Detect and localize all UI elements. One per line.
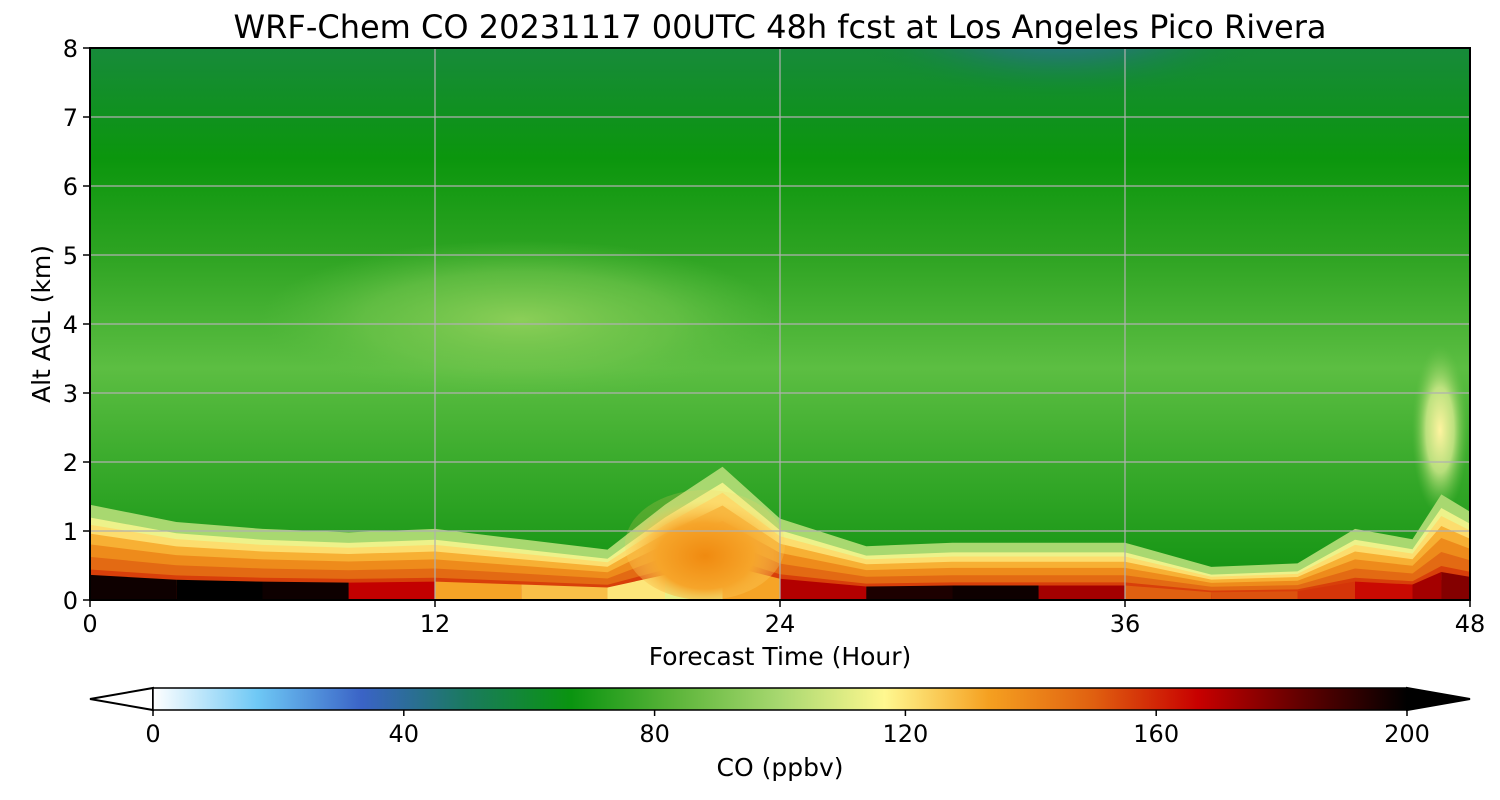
afternoon-plume-core (625, 490, 785, 600)
y-tick-label: 8 (63, 35, 78, 63)
colorbar-body (152, 687, 1408, 711)
surface-co-segment (435, 581, 522, 600)
y-tick-label: 7 (63, 104, 78, 132)
y-tick-label: 5 (63, 242, 78, 270)
surface-co-segment (176, 579, 263, 600)
colorbar-tick-label: 80 (639, 720, 670, 748)
colorbar-tick-label: 200 (1384, 720, 1430, 748)
colorbar-extend-low (89, 686, 154, 712)
chart-title: WRF-Chem CO 20231117 00UTC 48h fcst at L… (234, 8, 1327, 46)
y-tick-label: 4 (63, 311, 78, 339)
x-tick-label: 24 (765, 610, 796, 638)
y-tick-label: 2 (63, 449, 78, 477)
surface-co-segment (1355, 581, 1413, 600)
surface-co-segment (952, 585, 1039, 600)
colorbar-tick-label: 40 (389, 720, 420, 748)
surface-co-segment (1412, 571, 1442, 600)
surface-co-segment (262, 581, 349, 600)
colorbar: 0 40 80 120 160 200 (89, 686, 1471, 748)
x-tick-label: 36 (1110, 610, 1141, 638)
y-axis-label: Alt AGL (km) (27, 245, 56, 403)
surface-co-segment (348, 581, 435, 600)
colorbar-tick-label: 120 (882, 720, 928, 748)
colorbar-tick-label: 0 (145, 720, 160, 748)
surface-co-segment (90, 574, 177, 600)
x-axis-label: Forecast Time (Hour) (649, 642, 912, 671)
x-axis-ticks: 0 12 24 36 48 (82, 600, 1485, 638)
y-tick-label: 3 (63, 380, 78, 408)
surface-co-segment (521, 584, 608, 600)
x-tick-label: 0 (82, 610, 97, 638)
upper-co-minimum (840, 48, 1280, 127)
colorbar-tick-label: 160 (1133, 720, 1179, 748)
upper-co-maximum (260, 240, 780, 400)
x-tick-label: 48 (1455, 610, 1486, 638)
y-tick-label: 1 (63, 518, 78, 546)
x-tick-label: 12 (420, 610, 451, 638)
colorbar-extend-high (1406, 686, 1471, 712)
surface-co-segment (1211, 591, 1298, 600)
surface-co-segment (1441, 571, 1470, 600)
y-axis-ticks: 0 1 2 3 4 5 6 7 8 (63, 35, 90, 615)
surface-co-segment (1038, 585, 1125, 600)
colorbar-label: CO (ppbv) (717, 753, 844, 782)
surface-co-segment (1125, 585, 1212, 600)
aloft-plume (1412, 345, 1468, 515)
surface-co-segment (866, 585, 953, 600)
surface-co-segment (780, 578, 867, 600)
y-tick-label: 6 (63, 173, 78, 201)
y-tick-label: 0 (63, 587, 78, 615)
surface-co-segment (1297, 581, 1355, 600)
